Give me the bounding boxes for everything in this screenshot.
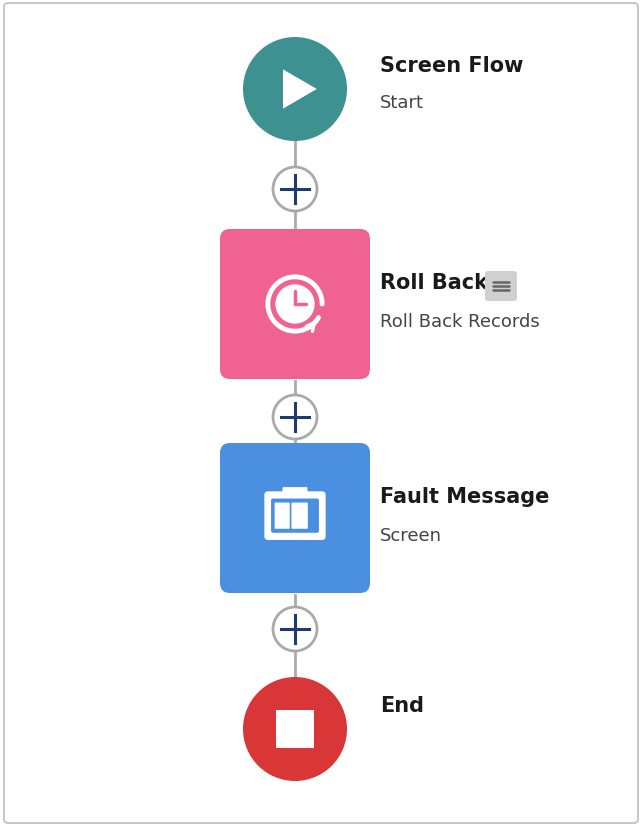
- Text: Fault Message: Fault Message: [380, 486, 550, 506]
- Circle shape: [273, 607, 317, 651]
- Circle shape: [243, 677, 347, 781]
- Circle shape: [273, 395, 317, 439]
- FancyBboxPatch shape: [291, 503, 308, 529]
- Circle shape: [243, 38, 347, 141]
- FancyBboxPatch shape: [220, 230, 370, 380]
- FancyBboxPatch shape: [265, 492, 325, 540]
- Text: Roll Back: Roll Back: [380, 273, 488, 293]
- Circle shape: [273, 168, 317, 212]
- Bar: [277, 710, 313, 748]
- Circle shape: [275, 285, 315, 324]
- Text: Start: Start: [380, 94, 424, 112]
- Text: Roll Back Records: Roll Back Records: [380, 313, 540, 331]
- FancyBboxPatch shape: [220, 443, 370, 593]
- Polygon shape: [283, 70, 317, 109]
- Text: Screen: Screen: [380, 526, 442, 544]
- Text: Screen Flow: Screen Flow: [380, 56, 523, 76]
- FancyBboxPatch shape: [275, 503, 290, 529]
- Text: End: End: [380, 696, 424, 715]
- FancyBboxPatch shape: [271, 499, 319, 533]
- FancyBboxPatch shape: [485, 272, 517, 302]
- FancyBboxPatch shape: [282, 487, 308, 495]
